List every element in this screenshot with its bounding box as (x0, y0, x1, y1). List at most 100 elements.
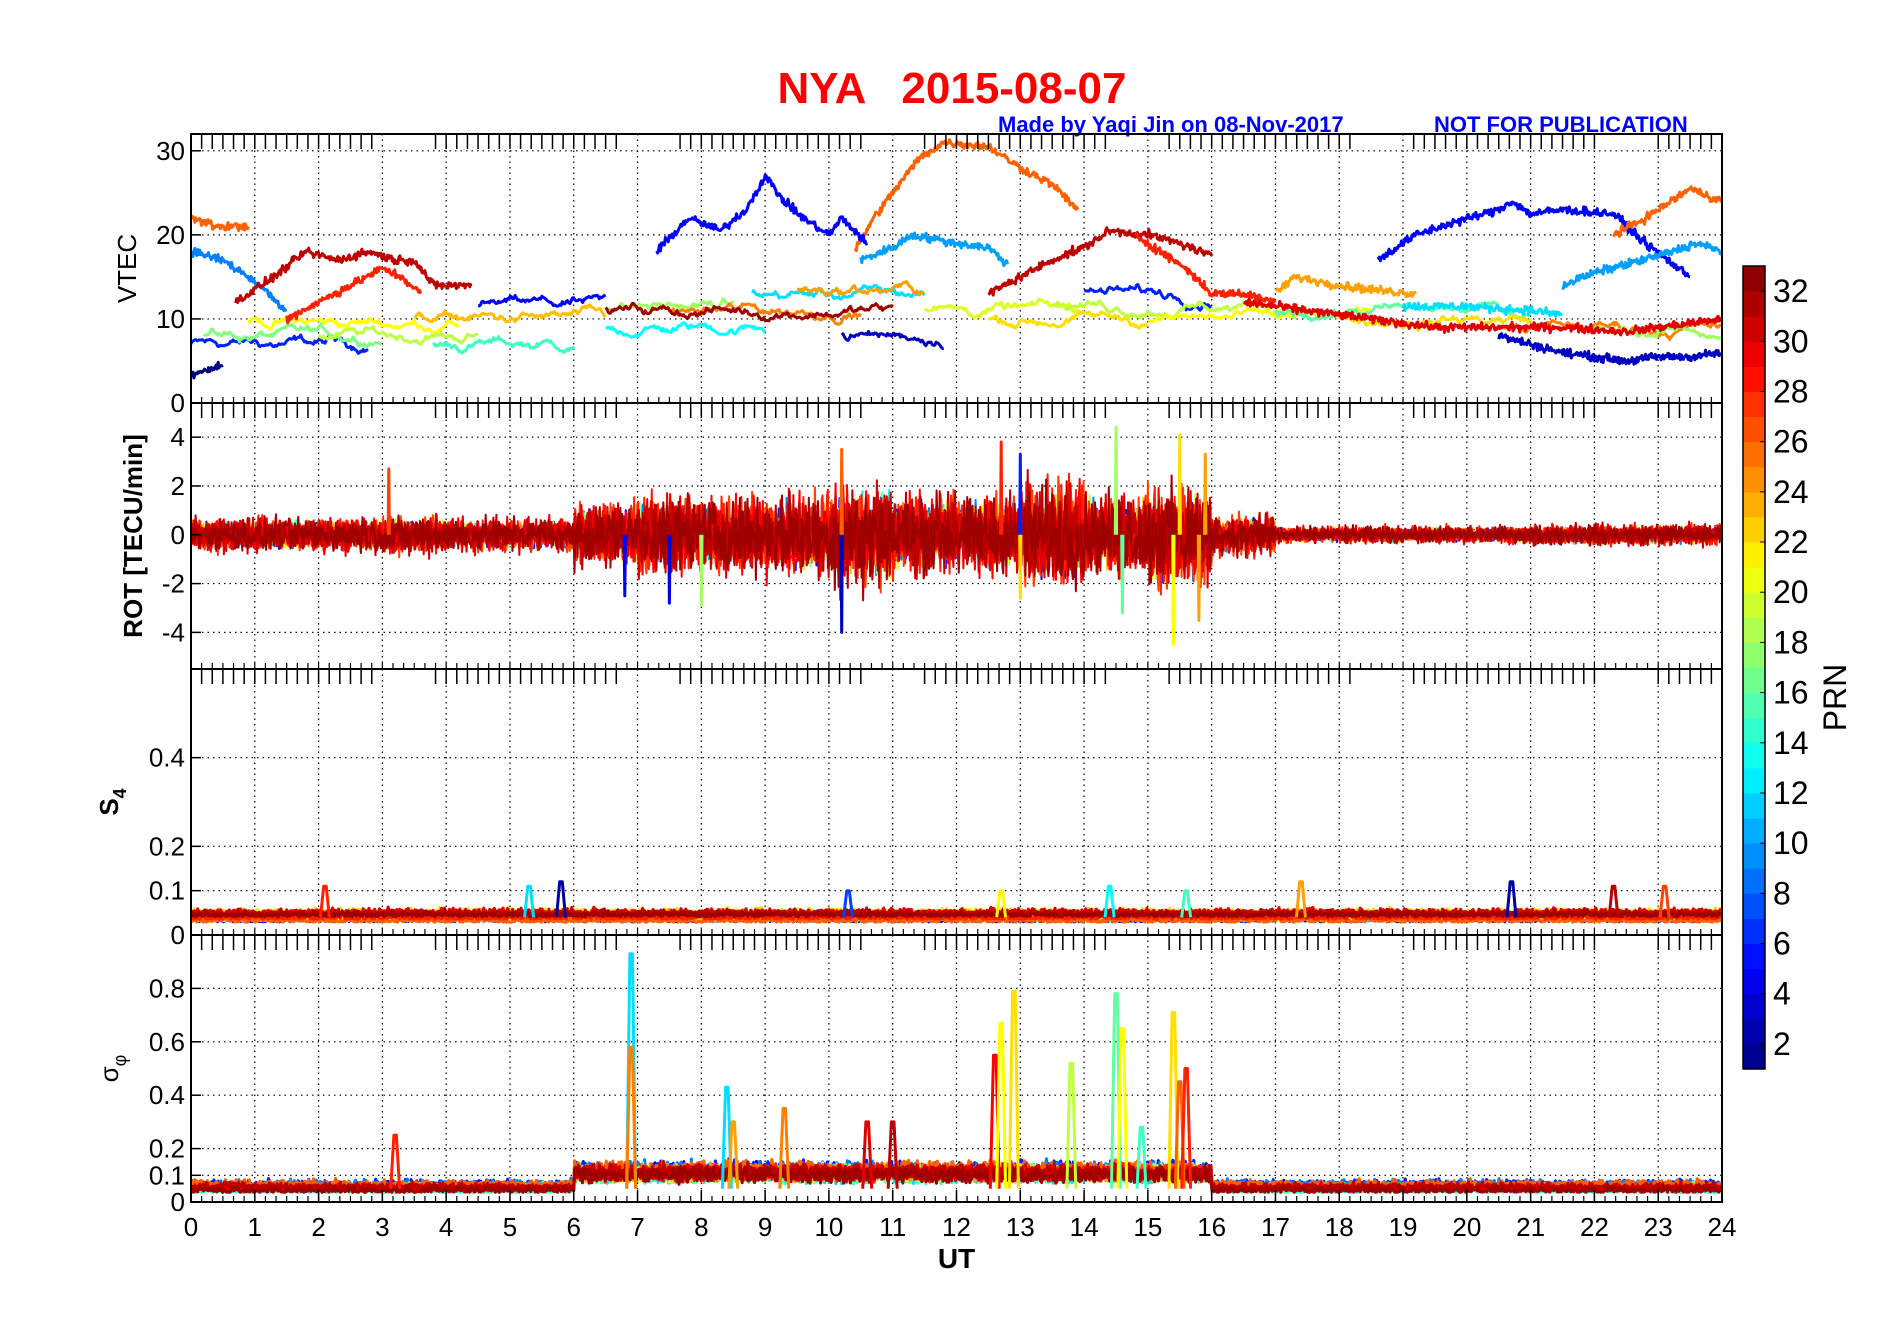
s4-series-prn-32 (191, 908, 1722, 919)
colorbar-cell (1743, 968, 1765, 995)
y-tick-label: 2 (171, 471, 185, 501)
vtec-track-prn-24 (796, 280, 926, 297)
colorbar-cell (1743, 291, 1765, 317)
rot-spike (839, 534, 844, 634)
s4-series-prn-26 (191, 913, 1722, 924)
colorbar-label: PRN (1817, 664, 1853, 732)
colorbar-cell (1743, 993, 1765, 1020)
x-tick-label: 1 (248, 1212, 262, 1242)
colorbar-tick-label: 4 (1773, 976, 1791, 1012)
y-axis-label: σφ (94, 1055, 130, 1083)
vtec-track-prn-28 (1134, 231, 1277, 305)
rot-spike (839, 447, 844, 535)
colorbar-tick-label: 16 (1773, 675, 1809, 711)
y-tick-label: 0 (171, 388, 185, 418)
y-axis-label: ROT [TECU/min] (118, 434, 148, 638)
data-sigma-phi (191, 952, 1722, 1194)
sigma-phi-spike (1135, 1125, 1148, 1189)
vtec-track-prn-12 (1401, 301, 1564, 318)
colorbar-tick-label: 20 (1773, 574, 1809, 610)
colorbar-cell (1743, 667, 1765, 694)
panel-sigma-phi: 00.10.2 0.4 0.6 0.8 σφ (94, 934, 1723, 1217)
y-tick-label: 20 (156, 220, 185, 250)
colorbar-frame (1742, 265, 1766, 1070)
rot-series-prn-32 (191, 474, 1722, 593)
publication-notice: NOT FOR PUBLICATION (1434, 112, 1688, 137)
sigma-phi-spike (886, 1120, 899, 1189)
vtec-track-prn-9 (191, 246, 288, 313)
sigma-phi-spike (389, 1133, 402, 1189)
s4-spike (319, 884, 331, 918)
rot-spike (622, 534, 627, 598)
panel-vtec: 0 10 20 30 VTEC (112, 133, 1723, 418)
x-tick-label: 12 (942, 1212, 971, 1242)
x-tick-label: 9 (758, 1212, 772, 1242)
colorbar-cell (1743, 592, 1765, 618)
colorbar-cell (1743, 918, 1765, 945)
colorbar-tick-label: 22 (1773, 524, 1809, 560)
y-axis-label-sub: φ (110, 1055, 130, 1067)
rot-spike (999, 440, 1004, 535)
data-vtec (191, 138, 1722, 380)
colorbar-tick-label: 18 (1773, 624, 1809, 660)
sigma-phi-spike (778, 1107, 791, 1189)
y-tick-label: 4 (171, 422, 185, 452)
colorbar-cell (1743, 391, 1765, 418)
y-tick-label: 30 (156, 136, 185, 166)
vtec-track-prn-17 (202, 321, 383, 349)
sigma-phi-spike (1180, 1067, 1193, 1189)
colorbar-tick-label: 14 (1773, 725, 1809, 761)
colorbar-cell (1743, 491, 1765, 518)
colorbar-cell (1743, 1018, 1765, 1045)
vtec-track-prn-20 (923, 297, 1085, 320)
vtec-track-prn-5 (477, 293, 607, 308)
x-tick-label: 11 (879, 1212, 906, 1242)
x-tick-label: 5 (503, 1212, 517, 1242)
x-tick-label: 20 (1452, 1212, 1481, 1242)
y-tick-label: 0 (171, 520, 185, 550)
y-tick-label: 0.1 (149, 1160, 185, 1190)
s4-series-prn-28 (191, 910, 1722, 921)
vtec-track-prn-31 (987, 226, 1214, 297)
rot-spike (1196, 534, 1201, 622)
vtec-track-prn-5 (1376, 200, 1691, 279)
vtec-track-prn-26 (1612, 185, 1722, 238)
sigma-phi-spike (720, 1085, 733, 1189)
panel-s4: 0 0.1 0.2 0.4 S4 (94, 668, 1723, 950)
colorbar-cell (1743, 818, 1765, 844)
colorbar-cell (1743, 792, 1765, 819)
rot-spike (1171, 534, 1176, 647)
rot-spike (386, 467, 391, 535)
vtec-track-prn-15 (432, 335, 576, 355)
vtec-track-prn-10 (1561, 240, 1722, 291)
y-tick-label: 0 (171, 1187, 185, 1217)
colorbar-cell (1743, 366, 1765, 392)
credit-text: Made by Yaqi Jin on 08-Nov-2017 (998, 112, 1344, 137)
vtec-track-prn-18 (1593, 323, 1722, 340)
colorbar-cell (1743, 893, 1765, 919)
x-tick-label: 18 (1325, 1212, 1354, 1242)
s4-spike (842, 889, 854, 918)
y-tick-label: 0.6 (149, 1027, 185, 1057)
x-tick-label: 15 (1133, 1212, 1162, 1242)
vtec-track-prn-32 (604, 301, 894, 323)
data-rot (191, 425, 1722, 647)
vtec-track-prn-12 (751, 283, 926, 301)
vtec-track-prn-31 (234, 246, 473, 304)
rot-spike (1177, 433, 1182, 535)
s4-spike (1103, 884, 1116, 918)
colorbar-cell (1743, 1043, 1765, 1070)
x-tick-label: 2 (311, 1212, 325, 1242)
x-tick-label: 8 (694, 1212, 708, 1242)
vtec-track-prn-19 (1051, 299, 1308, 321)
colorbar-cell (1743, 868, 1765, 894)
colorbar-cell (1743, 567, 1765, 593)
colorbar-cell (1743, 843, 1765, 869)
vtec-track-prn-23 (413, 303, 607, 324)
data-s4 (191, 880, 1722, 924)
y-axis-label-sub: 4 (110, 788, 130, 798)
s4-spike (995, 889, 1008, 918)
colorbar-cell (1743, 642, 1765, 668)
x-tick-label: 0 (184, 1212, 198, 1242)
colorbar-tick-label: 30 (1773, 323, 1809, 359)
